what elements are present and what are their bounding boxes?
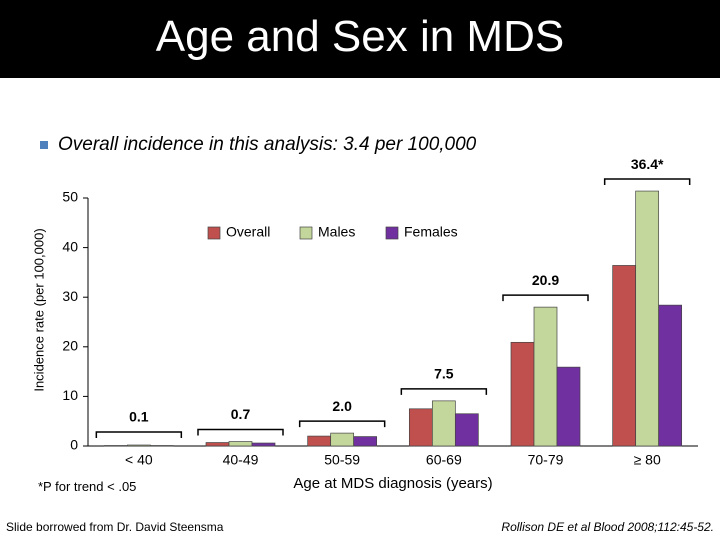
x-tick-label: 70-79 [528, 452, 564, 468]
bracket [197, 428, 284, 436]
value-label: 7.5 [434, 366, 454, 382]
legend-label: Females [404, 224, 458, 240]
bracket [95, 431, 183, 438]
value-label: 0.7 [231, 406, 251, 422]
x-tick-label: ≥ 80 [634, 452, 661, 468]
bar [454, 413, 479, 447]
slide-title: Age and Sex in MDS [155, 12, 565, 61]
bar [251, 442, 276, 447]
legend-swatch [385, 226, 399, 240]
bar [408, 408, 433, 447]
legend-swatch [207, 226, 221, 240]
bracket [502, 294, 589, 302]
bullet-text: Overall incidence in this analysis: 3.4 … [58, 134, 477, 155]
y-tick-label: 50 [62, 189, 78, 205]
legend-swatch [299, 226, 313, 240]
x-axis-label: Age at MDS diagnosis (years) [293, 475, 492, 492]
legend-label: Overall [226, 224, 270, 240]
legend-label: Males [318, 224, 355, 240]
y-axis-label: Incidence rate (per 100,000) [31, 228, 46, 391]
reference: Rollison DE et al Blood 2008;112:45-52. [501, 520, 714, 534]
x-tick-label: < 40 [125, 452, 153, 468]
y-tick-label: 40 [62, 238, 78, 254]
bar [556, 366, 581, 447]
bar [658, 304, 683, 447]
title-bar [0, 0, 720, 78]
y-tick-label: 10 [62, 387, 78, 403]
value-label: 0.1 [129, 409, 149, 425]
y-tick-label: 30 [62, 288, 78, 304]
value-label: 36.4* [631, 156, 664, 172]
y-tick-label: 0 [70, 437, 78, 453]
bracket [603, 178, 691, 186]
bar [126, 444, 151, 447]
bar [353, 436, 378, 447]
bar [330, 432, 355, 447]
credit: Slide borrowed from Dr. David Steensma [6, 520, 224, 534]
bar [431, 400, 456, 447]
x-tick-label: 60-69 [426, 452, 462, 468]
value-label: 20.9 [532, 272, 559, 288]
bar [228, 441, 253, 447]
bracket [298, 420, 386, 428]
bar [635, 190, 660, 447]
bar [307, 435, 332, 447]
footnote: *P for trend < .05 [38, 479, 137, 494]
x-tick-label: 50-59 [324, 452, 360, 468]
bullet-marker [40, 141, 48, 149]
bar [612, 265, 637, 447]
x-tick-label: 40-49 [223, 452, 259, 468]
bar [533, 306, 558, 447]
bracket [400, 388, 488, 395]
bar [205, 442, 230, 447]
y-tick-label: 20 [62, 338, 78, 354]
value-label: 2.0 [332, 398, 352, 414]
bar [510, 341, 535, 447]
